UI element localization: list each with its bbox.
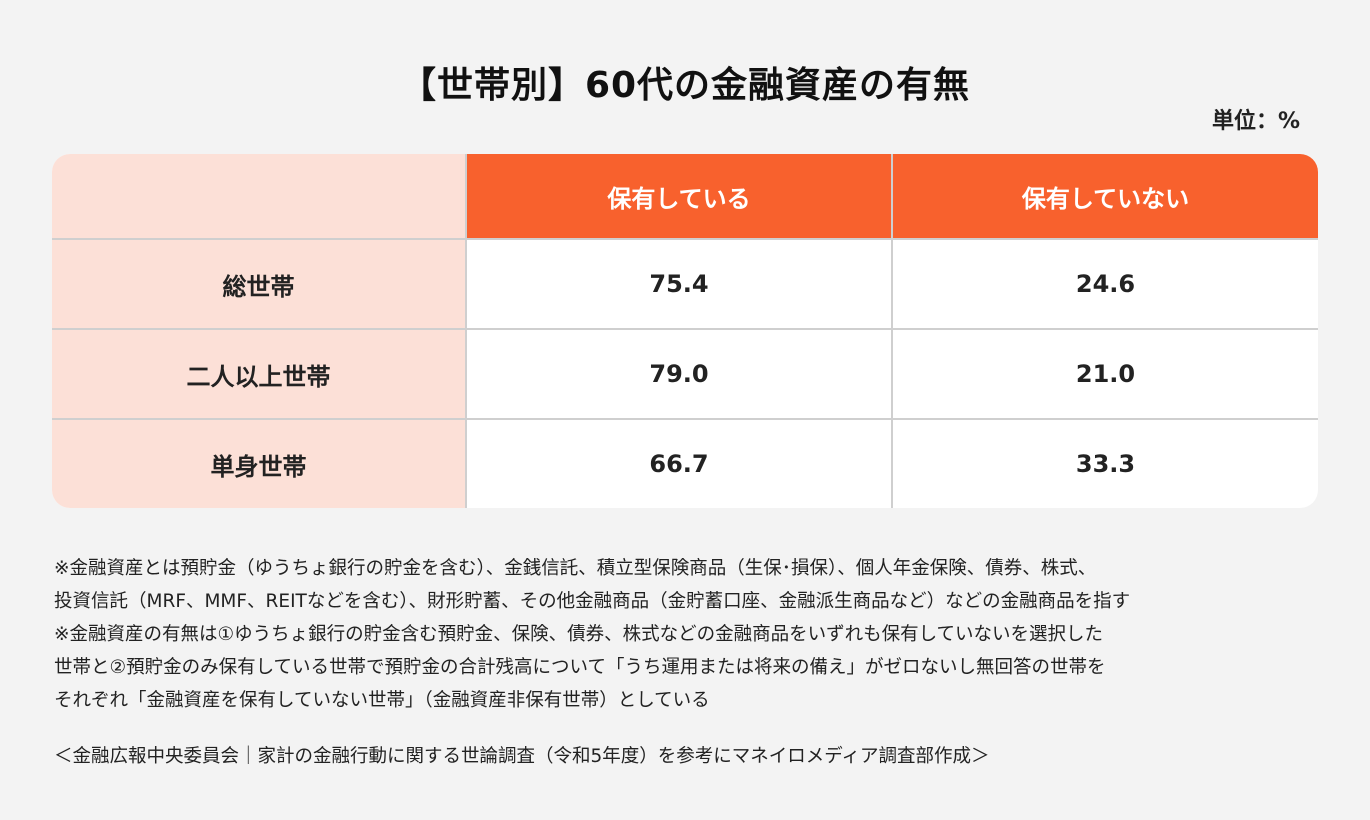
page-title: 【世帯別】60代の金融資産の有無 <box>399 65 971 106</box>
row-label: 総世帯 <box>52 240 465 328</box>
footnote-line: ※金融資産とは預貯金（ゆうちょ銀行の貯金を含む）、金銭信託、積立型保険商品（生保… <box>54 558 1097 579</box>
footnotes: ※金融資産とは預貯金（ゆうちょ銀行の貯金を含む）、金銭信託、積立型保険商品（生保… <box>54 552 1324 717</box>
value-cell: 66.7 <box>465 420 891 508</box>
column-header-not-owning: 保有していない <box>891 154 1318 238</box>
footnote-line: 世帯と②預貯金のみ保有している世帯で預貯金の合計残高について「うち運用または将来… <box>54 657 1106 678</box>
value-cell: 75.4 <box>465 240 891 328</box>
value-cell: 21.0 <box>891 330 1318 418</box>
footnote-line: 投資信託（MRF、MMF、REITなどを含む）、財形貯蓄、その他金融商品（金貯蓄… <box>54 591 1131 612</box>
value-cell: 79.0 <box>465 330 891 418</box>
row-label: 二人以上世帯 <box>52 330 465 418</box>
value-cell: 33.3 <box>891 420 1318 508</box>
table-row: 総世帯 75.4 24.6 <box>52 238 1318 328</box>
table-row: 単身世帯 66.7 33.3 <box>52 418 1318 508</box>
unit-label: 単位：% <box>1211 109 1300 134</box>
data-table: 保有している 保有していない 総世帯 75.4 24.6 二人以上世帯 79.0… <box>52 154 1318 508</box>
footnote-line: ※金融資産の有無は①ゆうちょ銀行の貯金含む預貯金、保険、債券、株式などの金融商品… <box>54 624 1104 645</box>
table-header-row: 保有している 保有していない <box>52 154 1318 238</box>
footnote-line: それぞれ「金融資産を保有していない世帯」（金融資産非保有世帯）としている <box>54 690 710 711</box>
header-corner-cell <box>52 154 465 238</box>
row-label: 単身世帯 <box>52 420 465 508</box>
value-cell: 24.6 <box>891 240 1318 328</box>
source-credit: ＜金融広報中央委員会｜家計の金融行動に関する世論調査（令和5年度）を参考にマネイ… <box>54 746 990 767</box>
table-row: 二人以上世帯 79.0 21.0 <box>52 328 1318 418</box>
column-header-owning: 保有している <box>465 154 891 238</box>
